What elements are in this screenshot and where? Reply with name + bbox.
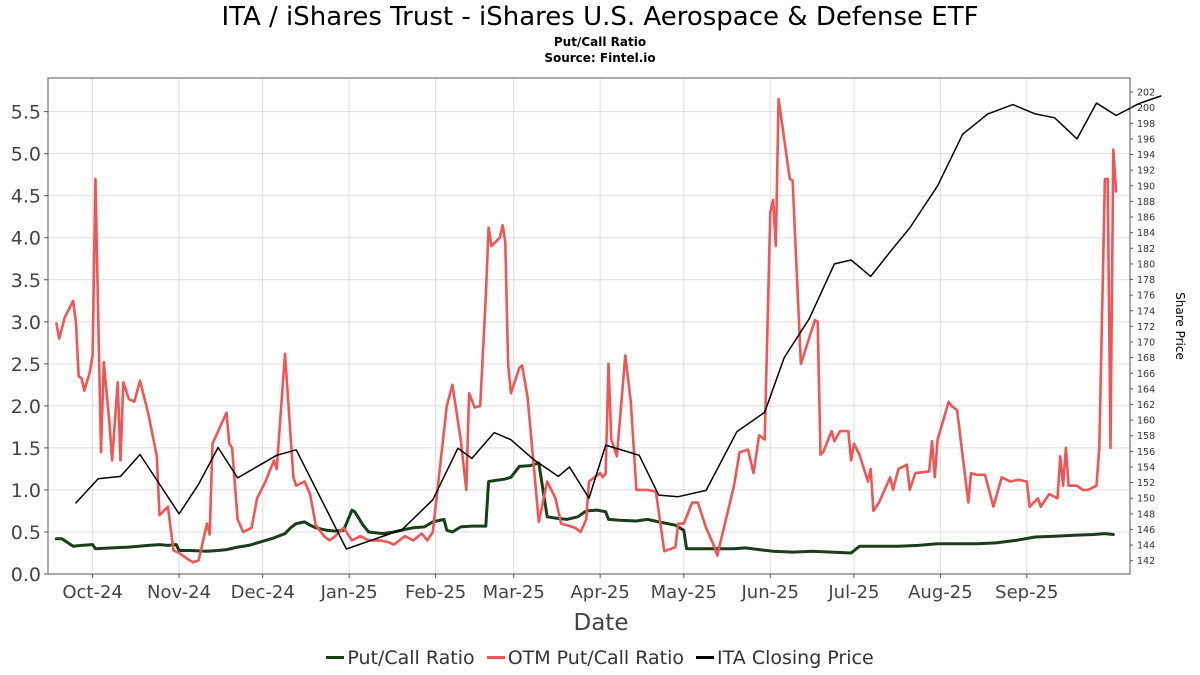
y2-tick-label: 190 xyxy=(1137,181,1155,192)
y2-tick-label: 182 xyxy=(1137,244,1155,255)
x-tick-label: Jan-25 xyxy=(320,582,378,603)
grid-lines xyxy=(48,78,1130,575)
y2-tick-label: 164 xyxy=(1137,384,1155,395)
legend-item-put-call: Put/Call Ratio xyxy=(326,647,475,669)
series-line-ita-closing-price xyxy=(75,95,1162,550)
y2-tick-label: 168 xyxy=(1137,353,1155,364)
y2-tick-label: 200 xyxy=(1137,103,1155,114)
y2-tick-label: 142 xyxy=(1137,556,1155,567)
y2-tick-label: 196 xyxy=(1137,134,1155,145)
y2-axis-title: Share Price xyxy=(1173,292,1187,360)
legend-swatch-put-call xyxy=(326,656,345,659)
y-tick-label: 1.5 xyxy=(11,438,41,460)
legend-label-otm-put-call: OTM Put/Call Ratio xyxy=(507,647,684,669)
legend-item-ita-price: ITA Closing Price xyxy=(696,647,874,669)
y-tick-label: 0.5 xyxy=(11,522,41,544)
y2-tick-label: 144 xyxy=(1137,541,1155,552)
chart-title: ITA / iShares Trust - iShares U.S. Aeros… xyxy=(221,2,979,32)
y-tick-label: 4.0 xyxy=(11,228,41,250)
y-tick-label: 4.5 xyxy=(11,186,41,208)
x-tick-label: Jul-25 xyxy=(827,582,879,603)
y2-tick-label: 186 xyxy=(1137,213,1155,224)
y2-tick-label: 158 xyxy=(1137,431,1155,442)
y-tick-label: 5.0 xyxy=(11,144,41,166)
y2-tick-label: 202 xyxy=(1137,88,1155,99)
y2-tick-label: 192 xyxy=(1137,166,1155,177)
x-tick-label: Sep-25 xyxy=(995,582,1058,603)
y2-tick-label: 180 xyxy=(1137,259,1155,270)
y2-tick-label: 170 xyxy=(1137,338,1155,349)
y-tick-label: 3.0 xyxy=(11,312,41,334)
y-tick-label: 3.5 xyxy=(11,270,41,292)
x-tick-label: Jun-25 xyxy=(740,582,799,603)
y2-tick-label: 178 xyxy=(1137,275,1155,286)
y2-tick-label: 184 xyxy=(1137,228,1155,239)
chart-legend: Put/Call Ratio OTM Put/Call Ratio ITA Cl… xyxy=(0,647,1200,669)
legend-swatch-otm-put-call xyxy=(486,656,505,659)
legend-swatch-ita-price xyxy=(696,656,715,659)
y2-tick-label: 160 xyxy=(1137,416,1155,427)
legend-item-otm-put-call: OTM Put/Call Ratio xyxy=(486,647,684,669)
y2-tick-label: 194 xyxy=(1137,150,1155,161)
y2-tick-label: 198 xyxy=(1137,119,1155,130)
y2-tick-label: 156 xyxy=(1137,447,1155,458)
y2-tick-label: 152 xyxy=(1137,478,1155,489)
x-tick-label: Nov-24 xyxy=(147,582,211,603)
x-tick-label: May-25 xyxy=(651,582,717,603)
y-tick-label: 0.0 xyxy=(11,564,41,586)
y-tick-label: 1.0 xyxy=(11,480,41,502)
chart-source: Source: Fintel.io xyxy=(544,51,656,65)
x-axis-title: Date xyxy=(574,610,629,636)
y2-tick-label: 188 xyxy=(1137,197,1155,208)
x-tick-label: Mar-25 xyxy=(483,582,545,603)
y-tick-label: 5.5 xyxy=(11,102,41,124)
y2-tick-label: 150 xyxy=(1137,494,1155,505)
x-tick-label: Oct-24 xyxy=(62,582,123,603)
x-tick-label: Feb-25 xyxy=(405,582,466,603)
series-line-put-call-ratio xyxy=(54,461,1115,555)
series-line-otm-put-call-ratio xyxy=(55,97,1118,564)
y2-tick-label: 174 xyxy=(1137,306,1155,317)
series-layer xyxy=(54,95,1162,564)
x-tick-label: Aug-25 xyxy=(908,582,973,603)
y2-tick-label: 148 xyxy=(1137,509,1155,520)
legend-label-ita-price: ITA Closing Price xyxy=(717,647,874,669)
x-tick-label: Dec-24 xyxy=(231,582,295,603)
y2-tick-label: 166 xyxy=(1137,369,1155,380)
x-tick-label: Apr-25 xyxy=(570,582,629,603)
y2-tick-label: 146 xyxy=(1137,525,1155,536)
axis-layer: 0.0 0.5 1.0 1.5 2.0 2.5 3.0 3.5 4.0 4.5 5.0 5.5 Oct-… xyxy=(11,88,1187,636)
y2-tick-label: 176 xyxy=(1137,291,1155,302)
y2-tick-label: 162 xyxy=(1137,400,1155,411)
legend-label-put-call: Put/Call Ratio xyxy=(347,647,475,669)
y2-tick-label: 154 xyxy=(1137,462,1155,473)
y2-tick-label: 172 xyxy=(1137,322,1155,333)
y-tick-label: 2.5 xyxy=(11,354,41,376)
chart-subtitle: Put/Call Ratio xyxy=(553,35,647,49)
y-tick-label: 2.0 xyxy=(11,396,41,418)
